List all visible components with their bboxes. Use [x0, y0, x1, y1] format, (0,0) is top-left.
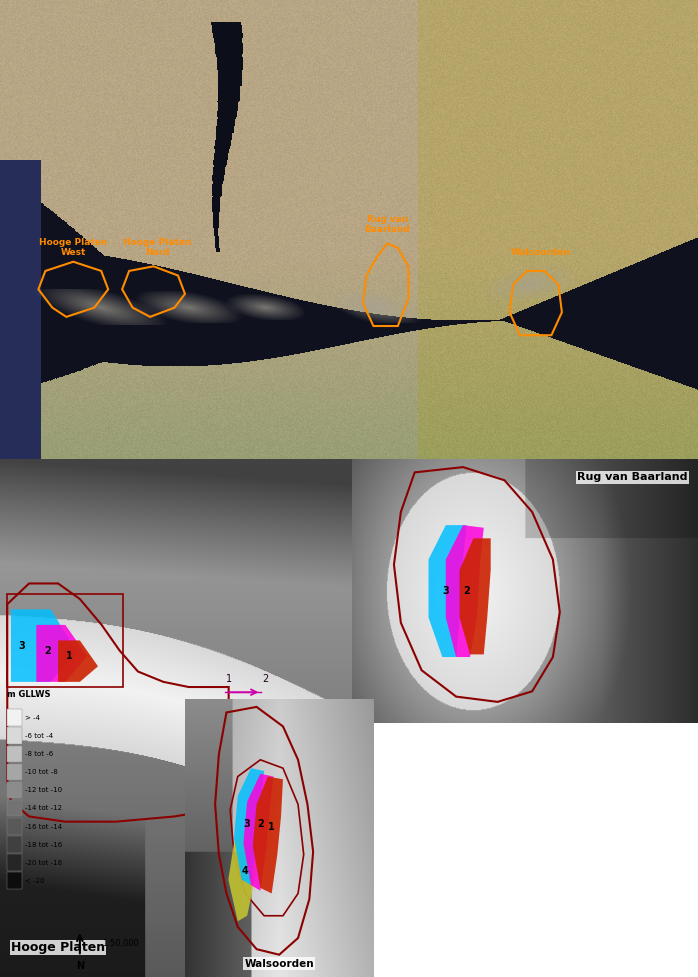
Text: Hooge Platen: Hooge Platen — [11, 941, 105, 955]
Polygon shape — [234, 768, 264, 885]
Text: -8 tot -6: -8 tot -6 — [25, 751, 54, 757]
Text: 2: 2 — [257, 819, 264, 828]
Text: 2: 2 — [262, 674, 268, 684]
Text: -12 tot -10: -12 tot -10 — [25, 787, 63, 793]
Bar — [7, 872, 22, 889]
Text: Walsoorden: Walsoorden — [511, 248, 571, 257]
Text: Hooge Platen
Nord: Hooge Platen Nord — [123, 237, 191, 257]
Text: 2: 2 — [463, 586, 470, 596]
Text: < -20: < -20 — [25, 878, 45, 884]
Text: 1: 1 — [225, 674, 232, 684]
Text: 1: 1 — [66, 651, 73, 661]
Bar — [7, 728, 22, 744]
Polygon shape — [446, 525, 484, 657]
Bar — [7, 818, 22, 834]
Bar — [7, 764, 22, 781]
Polygon shape — [253, 777, 283, 893]
Polygon shape — [58, 641, 98, 682]
Text: 3: 3 — [18, 641, 25, 651]
Polygon shape — [459, 538, 491, 655]
Text: -14 tot -12: -14 tot -12 — [25, 805, 62, 812]
Text: 1:50,000: 1:50,000 — [102, 939, 138, 948]
Polygon shape — [36, 625, 87, 682]
Polygon shape — [11, 610, 76, 682]
Bar — [7, 782, 22, 798]
Bar — [7, 800, 22, 817]
Bar — [7, 836, 22, 853]
Polygon shape — [244, 774, 274, 891]
Text: -10 tot -8: -10 tot -8 — [25, 769, 58, 775]
Text: Hooge Platen
West: Hooge Platen West — [39, 237, 107, 257]
Text: -18 tot -16: -18 tot -16 — [25, 842, 63, 848]
Text: m GLLWS: m GLLWS — [7, 691, 51, 700]
Bar — [7, 854, 22, 871]
Text: -6 tot -4: -6 tot -4 — [25, 733, 54, 739]
Text: 1: 1 — [268, 822, 275, 831]
Text: N: N — [76, 961, 84, 971]
Bar — [7, 745, 22, 762]
Text: -20 tot -18: -20 tot -18 — [25, 860, 63, 866]
Polygon shape — [429, 525, 466, 657]
Text: 3: 3 — [443, 586, 449, 596]
Text: 3: 3 — [244, 819, 251, 828]
Text: 2: 2 — [44, 646, 50, 656]
Text: > -4: > -4 — [25, 715, 40, 721]
Text: Rug van Baarland: Rug van Baarland — [577, 472, 688, 483]
Text: Walsoorden: Walsoorden — [244, 958, 314, 968]
Bar — [7, 709, 22, 726]
Text: 4: 4 — [242, 867, 248, 876]
Text: Rug van
Baarland: Rug van Baarland — [364, 215, 410, 234]
Polygon shape — [228, 824, 260, 921]
Bar — [7, 594, 124, 687]
Text: -16 tot -14: -16 tot -14 — [25, 824, 63, 829]
